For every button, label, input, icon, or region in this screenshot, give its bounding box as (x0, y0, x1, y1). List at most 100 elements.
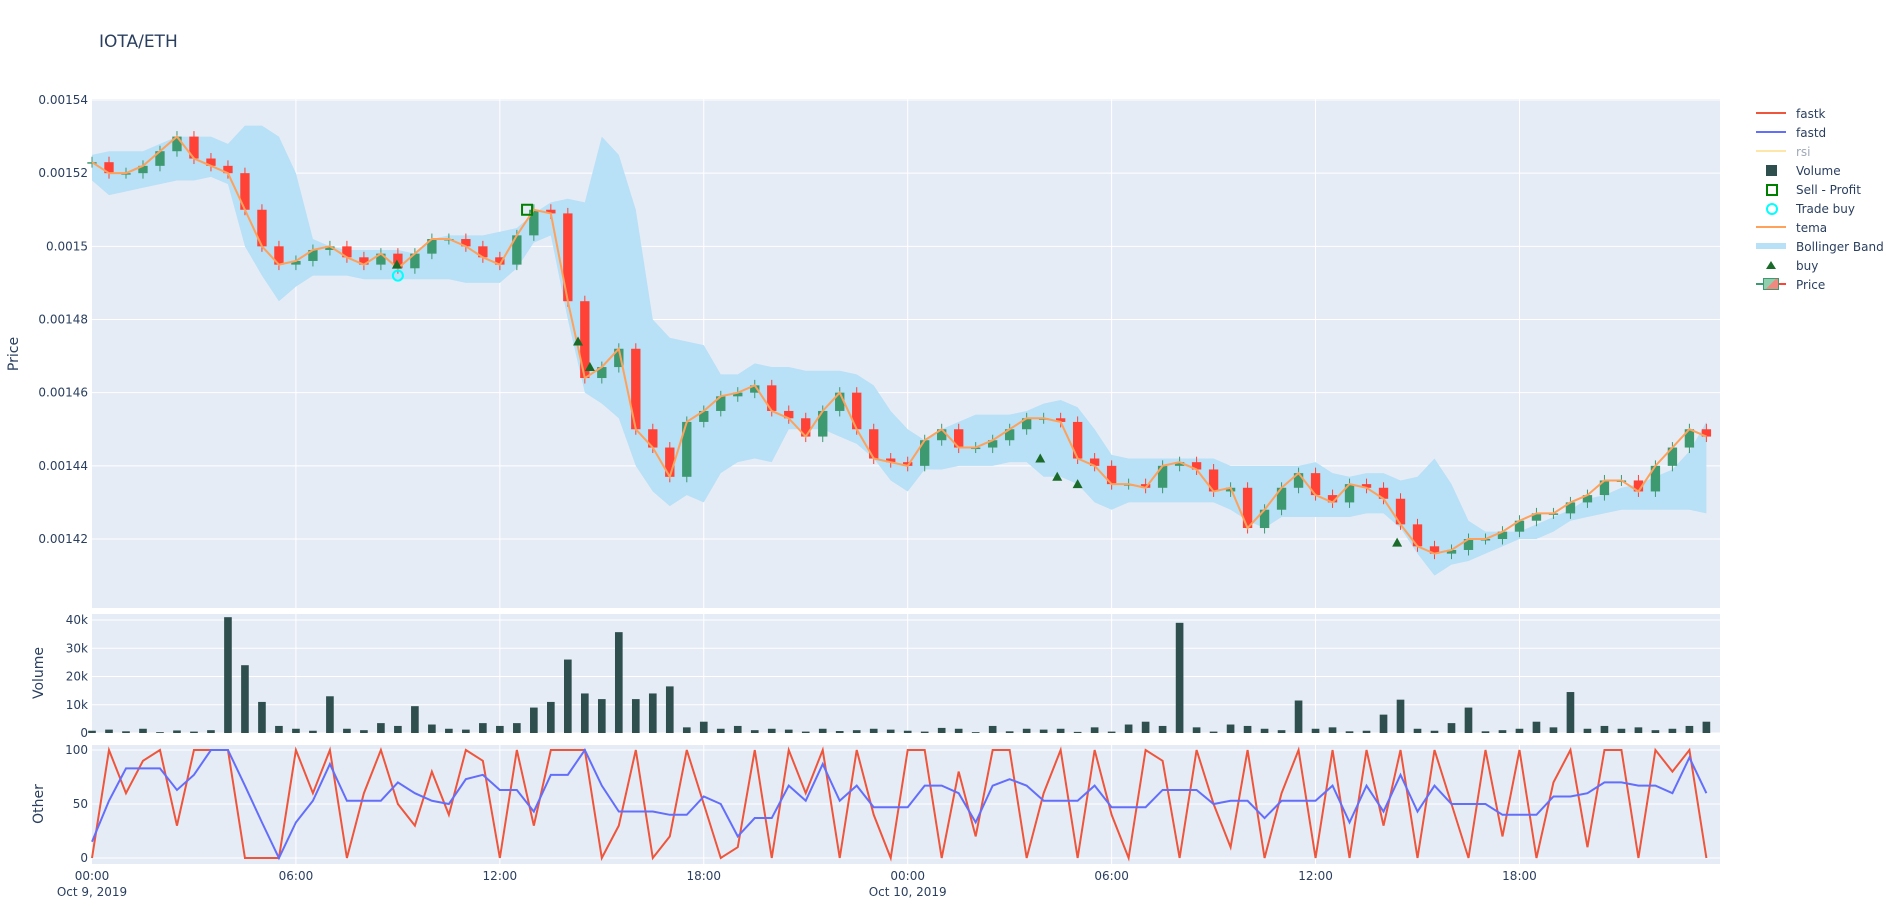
volume-bar (1549, 727, 1558, 733)
legend-item-fastd[interactable]: fastd (1756, 123, 1884, 142)
volume-bar (988, 725, 997, 733)
candle-body (138, 165, 148, 174)
candle-body (1582, 495, 1593, 503)
candle-body (291, 260, 301, 265)
volume-bar (580, 693, 589, 733)
plot-area-1 (92, 614, 1720, 733)
legend-item-tema[interactable]: tema (1756, 218, 1884, 237)
candle-body (1021, 418, 1032, 430)
volume-bar (1260, 728, 1269, 733)
candle-body (954, 429, 964, 448)
candle-body (461, 239, 471, 247)
volume-bar (1668, 728, 1677, 733)
legend-item-fastk[interactable]: fastk (1756, 104, 1884, 123)
volume-y-tick: 30k (66, 641, 88, 655)
candle-body (1344, 484, 1355, 503)
volume-bar (156, 732, 164, 733)
price-y-tick: 0.00152 (38, 166, 88, 180)
square-open-icon (1756, 180, 1792, 199)
volume-bar (1328, 727, 1337, 733)
candle-body (393, 253, 403, 269)
volume-bar (835, 731, 844, 733)
tema-line (91, 135, 1707, 555)
legend-item-trade-buy[interactable]: Trade buy (1756, 199, 1884, 218)
volume-bar (275, 725, 283, 733)
volume-y-tick: 20k (66, 670, 88, 684)
buy-marker (1392, 537, 1403, 547)
candle-body (818, 410, 828, 437)
volume-bar (1056, 728, 1065, 733)
candle-body (1463, 539, 1474, 550)
volume-bar (1617, 728, 1626, 733)
candle-body (852, 392, 862, 430)
legend-item-sell-profit[interactable]: Sell - Profit (1756, 180, 1884, 199)
volume-bar (665, 686, 674, 733)
volume-bar (1175, 622, 1184, 733)
candle-body (495, 257, 505, 265)
legend-item-bollinger-band[interactable]: Bollinger Band (1756, 237, 1884, 256)
buy-marker (1052, 471, 1063, 481)
volume-bar (920, 731, 929, 733)
candle-body (1055, 418, 1066, 422)
volume-bar (207, 730, 215, 733)
price-y-tick: 0.00154 (38, 93, 88, 107)
volume-bar (597, 699, 606, 733)
candle-body (937, 429, 947, 441)
volume-bar (1634, 727, 1643, 733)
candle-body (223, 165, 233, 174)
legend-label: Volume (1796, 163, 1841, 178)
candle-body (529, 209, 539, 236)
legend-label: Price (1796, 277, 1826, 292)
volume-y-tick: 10k (66, 698, 88, 712)
price-y-tick: 0.00146 (38, 386, 88, 400)
volume-bar (394, 725, 402, 733)
volume-bar (1243, 725, 1252, 733)
legend-item-volume[interactable]: Volume (1756, 161, 1884, 180)
volume-bar (1651, 730, 1660, 733)
candle-body (1208, 469, 1219, 492)
volume-bar (1107, 731, 1116, 733)
volume-bar (1566, 692, 1575, 733)
buy-marker (391, 259, 402, 269)
candle-body (1174, 462, 1185, 466)
legend-item-price[interactable]: Price (1756, 275, 1884, 294)
candle-body (427, 239, 437, 254)
volume-bar (869, 728, 878, 733)
candle-body (478, 246, 488, 258)
candle-body (1361, 484, 1372, 488)
volume-bar (479, 723, 487, 733)
volume-bar (699, 721, 708, 733)
volume-bar (1498, 730, 1507, 733)
legend-label: Trade buy (1796, 201, 1855, 216)
volume-bar (1481, 731, 1490, 733)
x-tick: 06:00 (1094, 869, 1129, 883)
volume-bar (530, 707, 538, 733)
volume-bar (954, 728, 963, 733)
candle-body (716, 396, 726, 411)
volume-bar (1600, 725, 1609, 733)
volume-bar (1464, 707, 1473, 733)
line-icon (1756, 123, 1792, 142)
candle-body (257, 209, 267, 247)
volume-bar (682, 727, 691, 733)
volume-bar (1005, 731, 1014, 733)
price-y-tick: 0.0015 (46, 239, 88, 253)
volume-bar (1294, 700, 1303, 733)
candle-body (1497, 531, 1508, 539)
legend-item-rsi[interactable]: rsi (1756, 142, 1884, 161)
volume-bar (716, 728, 725, 733)
candle-body (1667, 447, 1678, 466)
x-tick: 00:00 (75, 869, 110, 883)
volume-bar (1141, 721, 1150, 733)
volume-bar (445, 728, 453, 733)
legend-item-buy[interactable]: buy (1756, 256, 1884, 275)
volume-bar (343, 728, 351, 733)
candle-body (1072, 421, 1083, 459)
volume-bar (377, 723, 385, 733)
candle-icon (1756, 275, 1792, 294)
candle-body (1395, 498, 1406, 525)
volume-bar (241, 665, 249, 733)
candle-body (1378, 487, 1389, 499)
candle-body (682, 421, 692, 477)
volume-bar (547, 701, 555, 733)
